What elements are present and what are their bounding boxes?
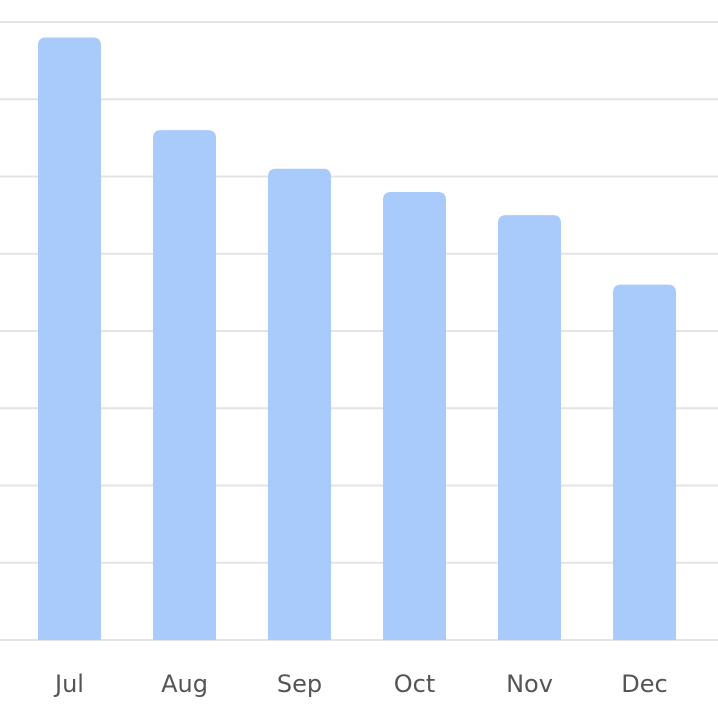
x-tick-label: Sep — [277, 670, 322, 698]
bar — [498, 215, 561, 640]
x-tick-label: Dec — [621, 670, 667, 698]
x-tick-label: Oct — [394, 670, 436, 698]
x-tick-label: Aug — [161, 670, 208, 698]
bar — [268, 168, 331, 640]
x-tick-label: Nov — [506, 670, 553, 698]
bar — [613, 284, 676, 640]
bar — [383, 191, 446, 640]
bar — [38, 37, 101, 640]
bar — [153, 130, 216, 640]
x-tick-label: Jul — [53, 670, 84, 698]
